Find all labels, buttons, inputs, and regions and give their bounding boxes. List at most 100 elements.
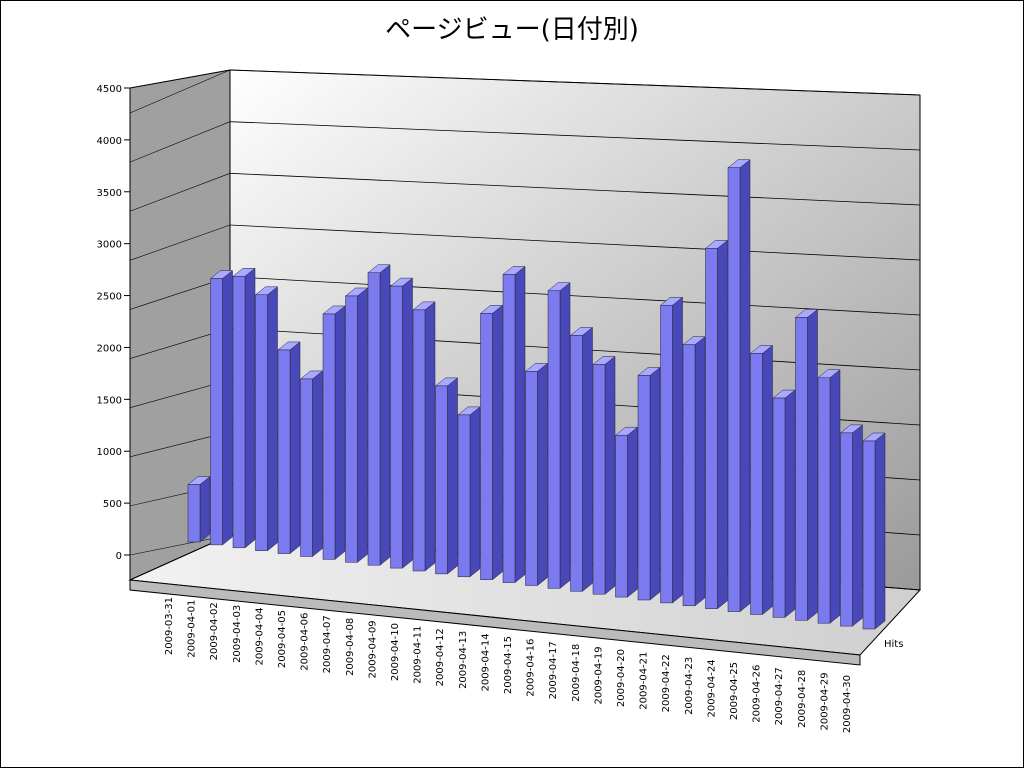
bar <box>389 277 414 569</box>
x-tick-label: 2009-04-18 <box>571 644 582 702</box>
bar-side <box>199 476 211 543</box>
bar-front <box>660 304 673 604</box>
series-label: Hits <box>884 639 903 650</box>
bar-side <box>244 267 256 549</box>
bar <box>637 366 661 601</box>
bar <box>704 239 729 610</box>
y-tick-label: 500 <box>103 499 122 510</box>
bar-front <box>727 167 741 612</box>
x-tick-label: 2009-04-25 <box>729 662 740 720</box>
bar-side <box>784 389 796 618</box>
bar <box>187 476 211 543</box>
bar-side <box>829 369 841 624</box>
bar <box>682 336 706 607</box>
bar <box>479 304 504 581</box>
x-tick-label: 2009-04-29 <box>819 672 830 730</box>
x-tick-label: 2009-04-05 <box>277 610 288 668</box>
bar-front <box>322 313 336 560</box>
bar-side <box>559 282 571 589</box>
bar <box>749 344 774 616</box>
y-tick-label: 3000 <box>97 240 122 251</box>
grid-line <box>229 224 921 261</box>
x-tick-label: 2009-04-09 <box>367 620 378 678</box>
bar <box>817 369 841 624</box>
bar <box>772 389 796 618</box>
bar <box>547 282 571 589</box>
bar-front <box>795 317 808 621</box>
y-tick-label: 2000 <box>97 343 122 354</box>
bar-side <box>312 370 323 558</box>
bar-side <box>694 336 706 607</box>
y-tick-label: 4000 <box>97 136 122 147</box>
x-tick-label: 2009-04-12 <box>435 628 446 686</box>
bar <box>592 355 616 595</box>
bar-side <box>807 308 818 621</box>
bar <box>457 406 481 578</box>
x-tick-label: 2009-04-21 <box>639 652 650 710</box>
bar-front <box>615 434 628 598</box>
bar-side <box>604 355 616 595</box>
bar-front <box>817 377 831 624</box>
floor-edge <box>129 579 861 666</box>
bar-front <box>345 295 358 563</box>
x-tick-label: 2009-03-31 <box>164 597 175 655</box>
bar <box>322 305 346 560</box>
grid-line <box>229 172 921 206</box>
bar-front <box>255 294 268 551</box>
bar <box>502 265 526 584</box>
bar-front <box>300 378 313 557</box>
bar-front <box>592 364 606 595</box>
y-tick-label: 2500 <box>97 292 122 303</box>
x-tick-label: 2009-04-22 <box>661 654 672 712</box>
bar-front <box>367 272 381 566</box>
x-tick-label: 2009-04-26 <box>752 665 763 723</box>
bar-side <box>424 301 436 572</box>
x-tick-label: 2009-04-28 <box>797 670 808 728</box>
x-tick-label: 2009-04-23 <box>684 657 695 715</box>
bar-side <box>717 239 728 610</box>
bar <box>412 301 436 572</box>
bar-front <box>187 484 201 543</box>
bar <box>299 370 324 558</box>
bar-side <box>649 366 661 601</box>
bar-front <box>232 275 246 549</box>
bar <box>209 270 234 546</box>
y-tick-label: 1500 <box>97 395 122 406</box>
bar-front <box>502 274 516 583</box>
bar-side <box>289 341 301 555</box>
bar-side <box>492 304 503 581</box>
bar-side <box>739 159 751 613</box>
bar-side <box>852 424 863 627</box>
x-tick-label: 2009-04-04 <box>254 607 265 665</box>
x-tick-label: 2009-04-06 <box>300 613 311 671</box>
bar <box>367 264 391 566</box>
x-tick-label: 2009-04-24 <box>706 659 717 717</box>
bar-front <box>457 414 471 578</box>
bar-front <box>682 344 696 607</box>
bar-side <box>402 277 413 569</box>
x-tick-label: 2009-04-01 <box>187 600 198 658</box>
x-tick-label: 2009-04-30 <box>842 675 853 733</box>
grid-line <box>229 121 921 151</box>
bar <box>277 341 301 555</box>
bar-front <box>570 335 583 592</box>
bar-front <box>480 313 493 580</box>
bar-side <box>222 270 233 546</box>
bar-side <box>762 344 773 616</box>
bar-front <box>412 309 426 572</box>
bar-side <box>267 286 278 552</box>
bar-front <box>862 440 876 630</box>
x-tick-label: 2009-04-19 <box>593 646 604 704</box>
bar-side <box>627 426 638 598</box>
bar-side <box>514 265 526 584</box>
bar <box>232 267 256 549</box>
x-tick-label: 2009-04-03 <box>232 605 243 663</box>
x-tick-label: 2009-04-07 <box>322 615 333 673</box>
bar-side <box>672 296 683 604</box>
x-tick-label: 2009-04-16 <box>526 639 537 697</box>
bar-front <box>547 290 561 589</box>
bar-side <box>582 326 593 592</box>
y-tick-label: 3500 <box>97 188 122 199</box>
bar <box>794 308 819 621</box>
